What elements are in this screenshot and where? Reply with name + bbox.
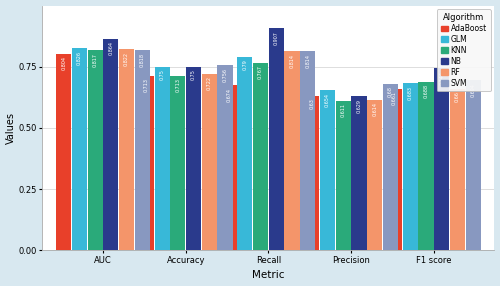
Text: 0.818: 0.818	[140, 53, 145, 67]
Text: 0.683: 0.683	[408, 86, 412, 100]
Bar	[253, 63, 268, 250]
Text: 0.817: 0.817	[92, 53, 98, 67]
Text: 0.661: 0.661	[392, 91, 397, 105]
Text: 0.767: 0.767	[258, 65, 263, 79]
Text: 0.814: 0.814	[305, 53, 310, 67]
Bar	[434, 68, 449, 250]
Bar	[72, 48, 87, 250]
Bar	[300, 51, 316, 250]
Text: 0.804: 0.804	[62, 56, 66, 70]
Text: 0.614: 0.614	[372, 102, 377, 116]
Text: 0.674: 0.674	[226, 88, 232, 102]
Text: 0.75: 0.75	[160, 69, 164, 80]
Text: 0.864: 0.864	[108, 41, 114, 55]
Text: 0.654: 0.654	[325, 93, 330, 107]
Y-axis label: Values: Values	[6, 112, 16, 144]
Text: 0.722: 0.722	[207, 76, 212, 90]
Text: 0.822: 0.822	[124, 51, 129, 65]
Bar	[352, 96, 366, 250]
Bar	[170, 76, 186, 250]
Bar	[218, 65, 232, 250]
Text: 0.826: 0.826	[77, 51, 82, 65]
Bar	[222, 85, 236, 250]
Bar	[450, 89, 465, 250]
Text: 0.756: 0.756	[222, 68, 228, 82]
Text: 0.75: 0.75	[191, 69, 196, 80]
Text: 0.63: 0.63	[310, 99, 314, 110]
Text: 0.68: 0.68	[388, 86, 393, 97]
Bar	[304, 96, 320, 250]
Bar	[284, 51, 300, 250]
Text: 0.713: 0.713	[144, 78, 149, 92]
Text: 0.814: 0.814	[290, 53, 294, 67]
Bar	[154, 67, 170, 250]
Bar	[383, 84, 398, 250]
Text: 0.744: 0.744	[439, 71, 444, 85]
Text: 0.694: 0.694	[470, 83, 476, 97]
Bar	[56, 53, 72, 250]
Bar	[134, 50, 150, 250]
Text: 0.713: 0.713	[176, 78, 180, 92]
Bar	[336, 101, 351, 250]
Bar	[186, 67, 201, 250]
Bar	[88, 50, 103, 250]
Legend: AdaBoost, GLM, KNN, NB, RF, SVM: AdaBoost, GLM, KNN, NB, RF, SVM	[437, 9, 490, 92]
Bar	[466, 80, 480, 250]
Bar	[202, 74, 217, 250]
Bar	[238, 57, 252, 250]
X-axis label: Metric: Metric	[252, 271, 284, 281]
Text: 0.611: 0.611	[341, 103, 346, 117]
Text: 0.688: 0.688	[424, 84, 428, 98]
Bar	[402, 83, 418, 250]
Bar	[387, 89, 402, 250]
Text: 0.79: 0.79	[242, 59, 248, 70]
Bar	[119, 49, 134, 250]
Text: 0.66: 0.66	[455, 91, 460, 102]
Bar	[418, 82, 434, 250]
Text: 0.907: 0.907	[274, 31, 279, 45]
Text: 0.629: 0.629	[356, 99, 362, 113]
Bar	[268, 28, 284, 250]
Bar	[320, 90, 335, 250]
Bar	[367, 100, 382, 250]
Bar	[139, 76, 154, 250]
Bar	[104, 39, 118, 250]
